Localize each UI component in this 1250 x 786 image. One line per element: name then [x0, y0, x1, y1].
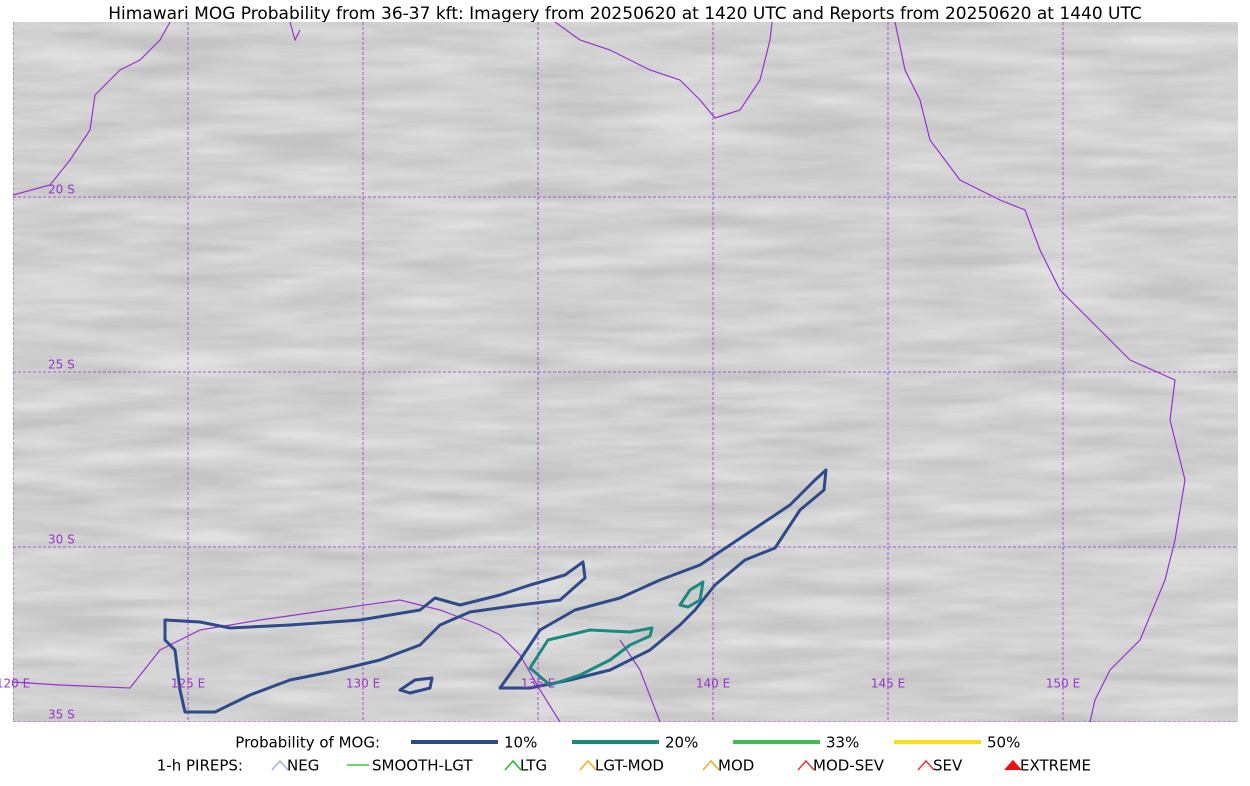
legend: Probability of MOG: 10% 20% 33% 50% 1-h PIREP…: [157, 734, 1091, 775]
legend-label: Probability of MOG:: [235, 734, 380, 752]
pirep-symbol: [504, 759, 522, 771]
pirep-symbol: [579, 759, 597, 771]
contours: [163, 468, 828, 714]
lon-label: 130 E: [346, 677, 380, 691]
legend-entry: SEV: [933, 757, 963, 775]
lon-label: 135 E: [521, 677, 555, 691]
lat-label: 20 S: [48, 183, 75, 197]
legend-entry: SMOOTH-LGT: [372, 757, 473, 775]
legend-entry: 50%: [987, 734, 1020, 752]
legend-entry: 33%: [826, 734, 859, 752]
legend-entry: 20%: [665, 734, 698, 752]
lat-label: 25 S: [48, 358, 75, 372]
lat-label: 30 S: [48, 533, 75, 547]
lon-label: 125 E: [171, 677, 205, 691]
lon-label: 150 E: [1046, 677, 1080, 691]
pirep-symbol: [702, 759, 720, 771]
map: [13, 22, 1238, 722]
pirep-symbol: [1004, 759, 1022, 771]
pirep-symbol: [917, 759, 935, 771]
legend-entry: MOD-SEV: [813, 757, 885, 775]
lon-label: 120 E: [0, 677, 30, 691]
coastline: [13, 22, 1186, 722]
legend-entry: EXTREME: [1020, 757, 1091, 775]
lon-label: 145 E: [871, 677, 905, 691]
legend-entry: 10%: [504, 734, 537, 752]
legend-entry: LGT-MOD: [595, 757, 664, 775]
title: Himawari MOG Probability from 36-37 kft:…: [108, 4, 1142, 24]
pirep-symbol: [797, 759, 815, 771]
pirep-symbol: [271, 759, 289, 771]
legend-label: 1-h PIREPS:: [157, 757, 243, 775]
graticule: [13, 22, 1238, 722]
legend-entry: MOD: [718, 757, 754, 775]
legend-entry: LTG: [520, 757, 547, 775]
lat-label: 35 S: [48, 708, 75, 722]
legend-entry: NEG: [287, 757, 319, 775]
lon-label: 140 E: [696, 677, 730, 691]
